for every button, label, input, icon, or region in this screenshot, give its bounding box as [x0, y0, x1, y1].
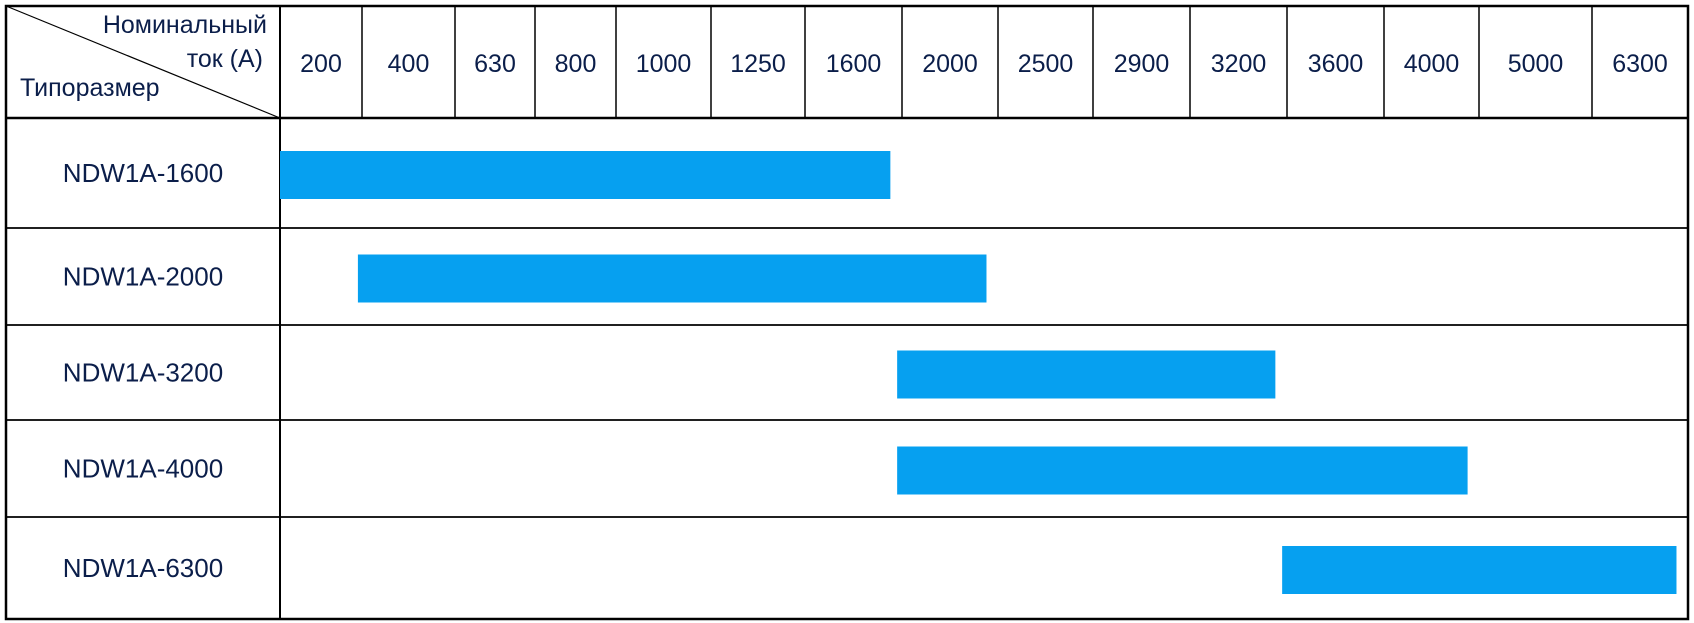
tick-label-6300: 6300 — [1612, 50, 1668, 78]
tick-label-630: 630 — [474, 50, 516, 78]
row-labels: NDW1A-1600 NDW1A-2000 NDW1A-3200 NDW1A-4000… — [63, 158, 223, 583]
tick-label-2000: 2000 — [922, 50, 978, 78]
range-bars — [280, 151, 1677, 594]
row-label-NDW1A-1600: NDW1A-1600 — [63, 158, 223, 188]
range-bar-NDW1A-1600 — [280, 151, 891, 199]
tick-label-1000: 1000 — [636, 50, 692, 78]
range-bar-NDW1A-6300 — [1282, 546, 1677, 594]
row-label-NDW1A-6300: NDW1A-6300 — [63, 553, 223, 583]
table-border — [4, 4, 1690, 621]
range-bar-NDW1A-4000 — [897, 446, 1468, 495]
header-corner: Номинальный ток (А) Типоразмер — [5, 5, 281, 119]
tick-label-2900: 2900 — [1114, 50, 1170, 78]
tick-label-2500: 2500 — [1018, 50, 1074, 78]
tick-label-5000: 5000 — [1508, 50, 1564, 78]
tick-label-3600: 3600 — [1308, 50, 1364, 78]
corner-diagonal — [5, 5, 281, 119]
row-label-NDW1A-2000: NDW1A-2000 — [63, 262, 223, 292]
tick-label-1600: 1600 — [826, 50, 882, 78]
tick-label-200: 200 — [300, 50, 342, 78]
tick-label-1250: 1250 — [730, 50, 786, 78]
current-header-label-line2: ток (А) — [187, 45, 263, 73]
tick-label-400: 400 — [388, 50, 430, 78]
row-label-NDW1A-4000: NDW1A-4000 — [63, 454, 223, 484]
size-header-label: Типоразмер — [20, 74, 160, 102]
table-grid — [4, 4, 1690, 621]
range-bar-NDW1A-3200 — [897, 350, 1276, 399]
row-label-NDW1A-3200: NDW1A-3200 — [63, 358, 223, 388]
tick-label-3200: 3200 — [1211, 50, 1267, 78]
current-header-label-line1: Номинальный — [103, 11, 267, 39]
current-tick-labels: 200 400 630 800 1000 1250 1600 2000 2500 2900 3200… — [300, 50, 1668, 78]
tick-label-800: 800 — [555, 50, 597, 78]
range-bar-NDW1A-2000 — [357, 254, 987, 303]
tick-label-4000: 4000 — [1404, 50, 1460, 78]
